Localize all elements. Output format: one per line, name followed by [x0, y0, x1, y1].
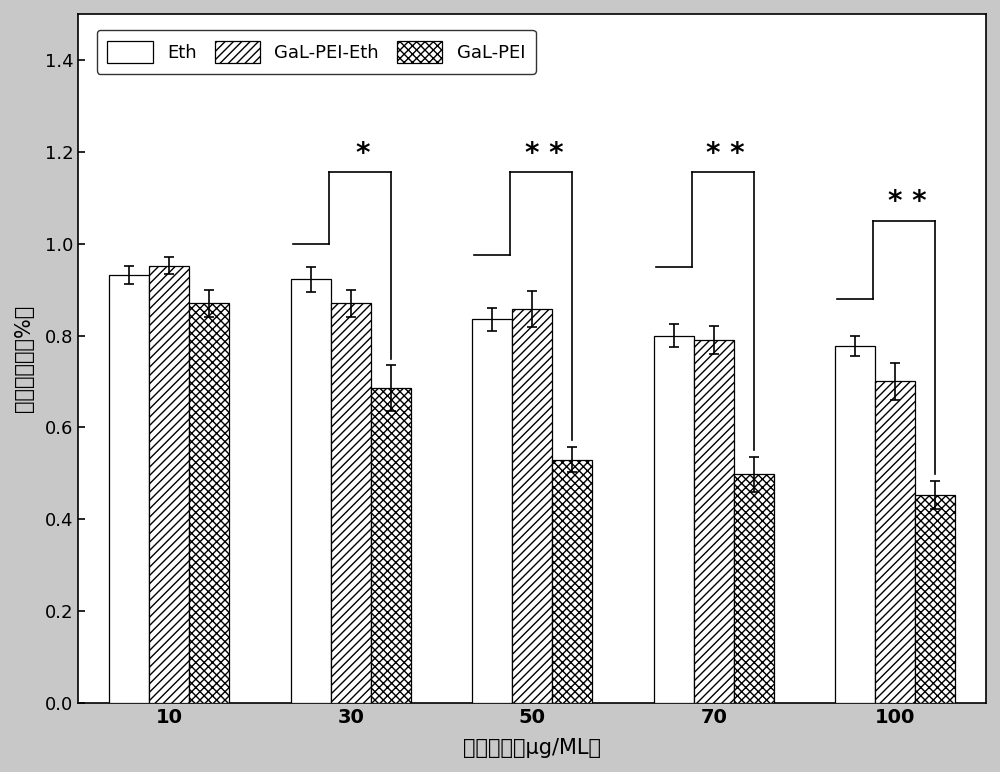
Bar: [875, 381, 915, 703]
Y-axis label: 细胞存活率（%）: 细胞存活率（%）: [14, 305, 34, 412]
Legend: Eth, GaL-PEI-Eth, GaL-PEI: Eth, GaL-PEI-Eth, GaL-PEI: [97, 30, 536, 73]
Text: * *: * *: [888, 188, 927, 216]
Bar: [552, 459, 592, 703]
Bar: [331, 303, 371, 703]
Bar: [694, 340, 734, 703]
X-axis label: 材料浓度（μg/ML）: 材料浓度（μg/ML）: [463, 738, 601, 758]
Bar: [915, 495, 955, 703]
Bar: [734, 474, 774, 703]
Bar: [189, 303, 229, 703]
Text: * *: * *: [525, 140, 564, 168]
Text: * *: * *: [706, 140, 745, 168]
Bar: [654, 336, 694, 703]
Text: *: *: [356, 140, 370, 168]
Bar: [472, 320, 512, 703]
Bar: [109, 275, 149, 703]
Bar: [512, 309, 552, 703]
Bar: [835, 346, 875, 703]
Bar: [149, 266, 189, 703]
Bar: [371, 388, 411, 703]
Bar: [291, 279, 331, 703]
